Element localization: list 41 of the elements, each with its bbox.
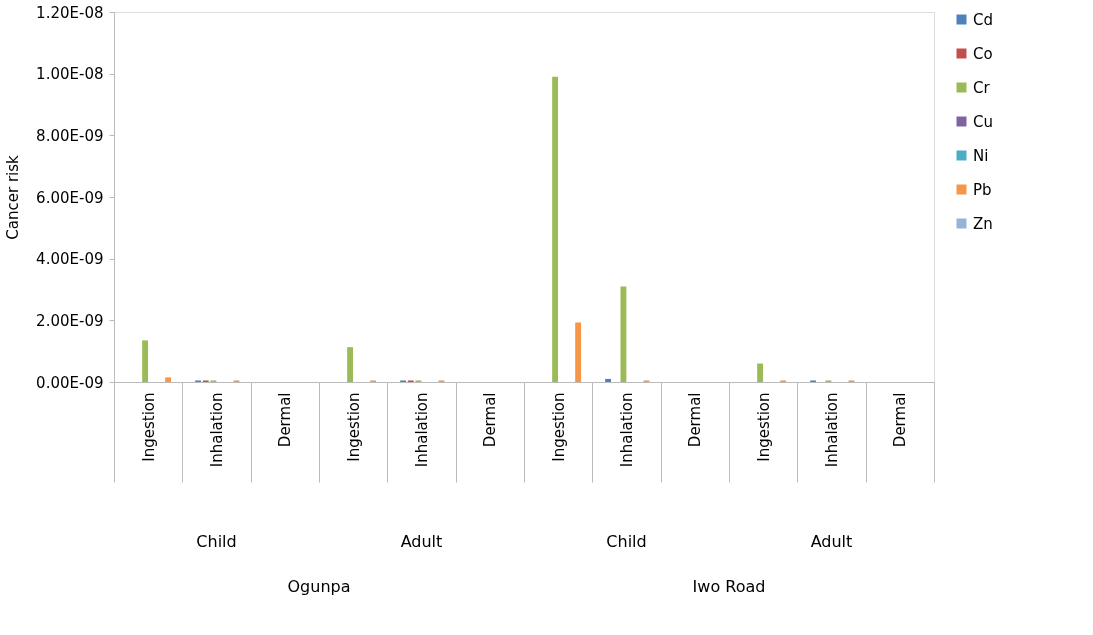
legend-label: Co xyxy=(973,44,993,63)
legend-label: Cr xyxy=(973,78,991,97)
text: Adult xyxy=(810,532,853,551)
y-tick-label: 6.00E-09 xyxy=(36,188,104,207)
x-tick-label: Dermal xyxy=(276,392,295,448)
y-tick-label: 1.20E-08 xyxy=(36,3,104,22)
y-tick-label: 1.00E-08 xyxy=(36,65,104,84)
x-tick-label: Ingestion xyxy=(549,392,568,462)
y-tick-label: 8.00E-09 xyxy=(36,126,104,145)
bar xyxy=(757,363,764,382)
text: Ogunpa xyxy=(287,577,351,596)
legend-label: Zn xyxy=(973,214,993,233)
text: Child xyxy=(606,532,647,551)
bar xyxy=(142,340,149,382)
text: Adult xyxy=(400,532,443,551)
bar xyxy=(605,378,612,382)
bar xyxy=(347,347,354,382)
x-tick-label: Inhalation xyxy=(823,392,841,468)
y-tick-label: 0.00E-09 xyxy=(36,373,104,392)
legend-label: Cd xyxy=(973,10,993,29)
x-tick-label: Inhalation xyxy=(618,392,636,468)
bar xyxy=(575,322,582,382)
legend-label: Pb xyxy=(973,180,992,199)
x-tick-label: Ingestion xyxy=(139,392,158,462)
y-tick-label: 2.00E-09 xyxy=(36,311,104,330)
legend-label: Ni xyxy=(973,146,989,165)
text: Child xyxy=(196,532,237,551)
x-tick-label: Inhalation xyxy=(413,392,431,468)
bar xyxy=(165,377,172,382)
y-tick-label: 4.00E-09 xyxy=(36,250,104,269)
bar xyxy=(552,76,559,382)
x-tick-label: Dermal xyxy=(891,392,910,448)
x-tick-label: Dermal xyxy=(481,392,500,448)
x-tick-label: Ingestion xyxy=(344,392,363,462)
x-tick-label: Dermal xyxy=(686,392,705,448)
x-tick-label: Ingestion xyxy=(754,392,773,462)
legend-label: Cu xyxy=(973,112,993,131)
text: Iwo Road xyxy=(692,577,766,596)
x-tick-label: Inhalation xyxy=(208,392,226,468)
bar xyxy=(620,286,627,382)
y-axis-title: Cancer risk xyxy=(4,154,23,240)
